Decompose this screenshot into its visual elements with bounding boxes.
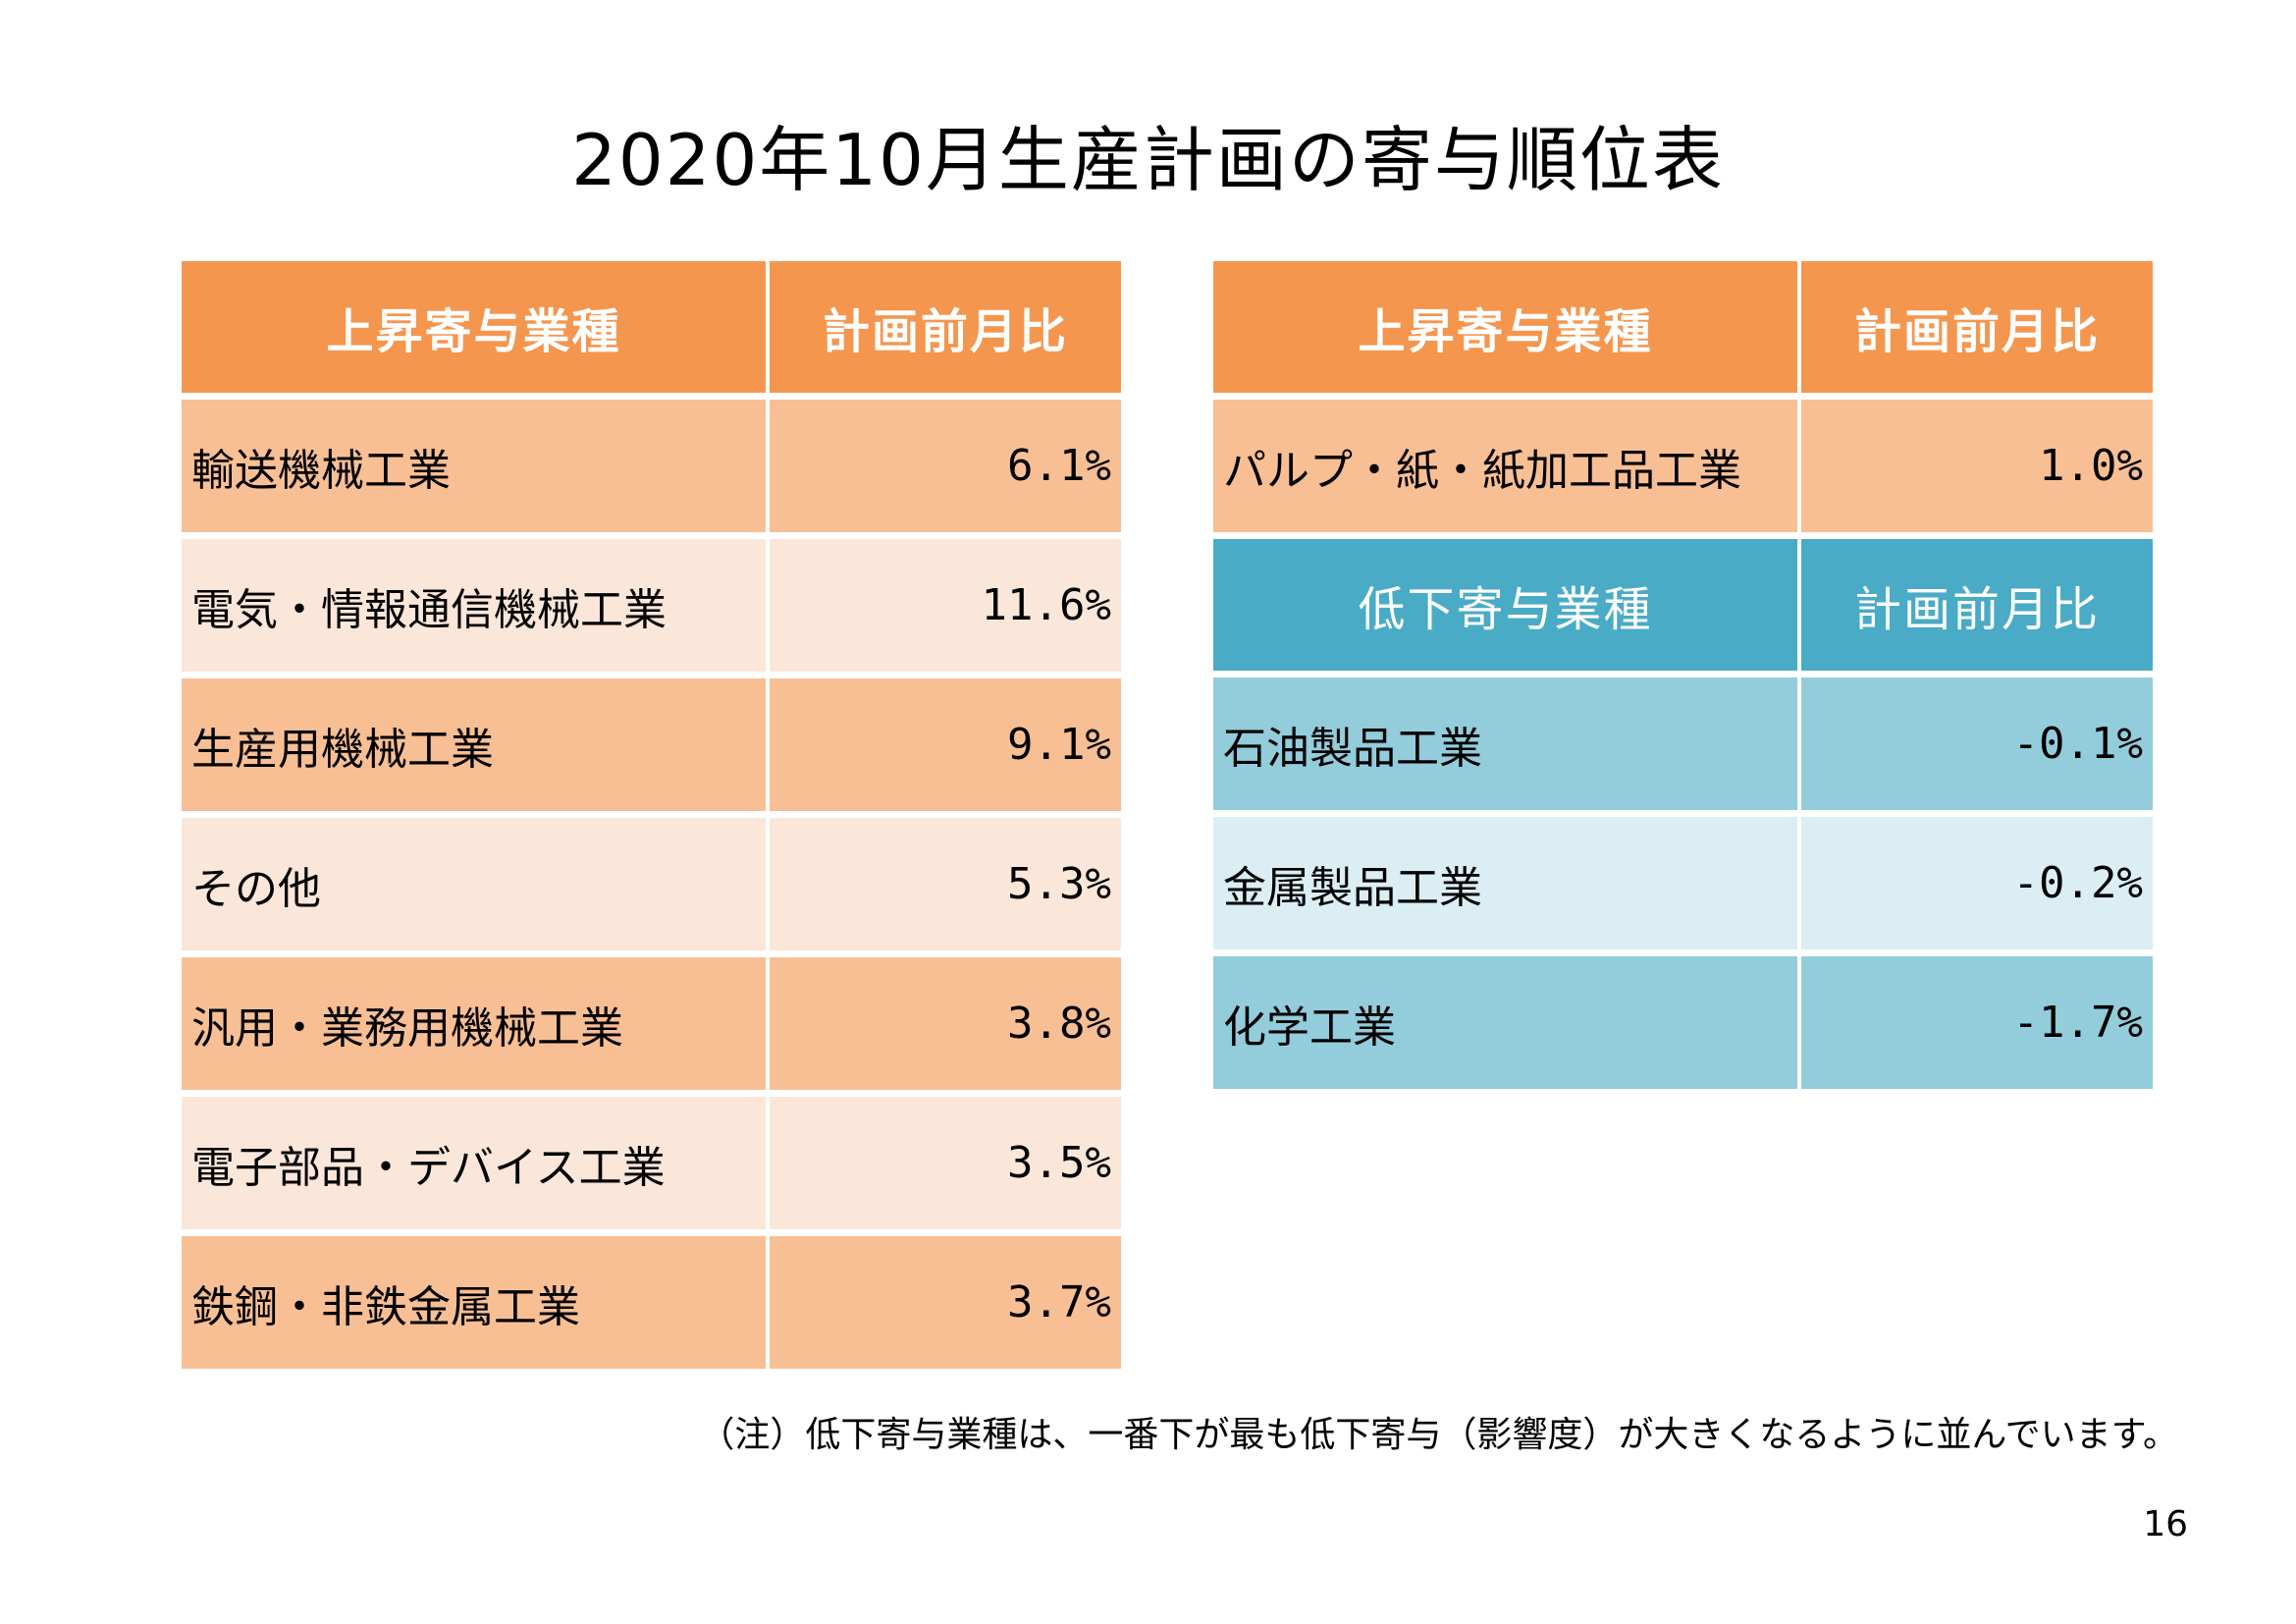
industry-name: 金属製品工業 <box>1213 817 1797 949</box>
table-row: その他 5.3% <box>182 818 1121 950</box>
table-row: 輸送機械工業 6.1% <box>182 400 1121 532</box>
industry-name: その他 <box>182 818 766 950</box>
industry-name: 石油製品工業 <box>1213 677 1797 810</box>
table-row: 鉄鋼・非鉄金属工業 3.7% <box>182 1236 1121 1369</box>
industry-name: 生産用機械工業 <box>182 678 766 811</box>
header-mom-ratio: 計画前月比 <box>770 261 1121 393</box>
table-row: パルプ・紙・紙加工品工業 1.0% <box>1213 400 2153 532</box>
mom-ratio-value: -0.2% <box>1801 817 2153 949</box>
header-industry: 上昇寄与業種 <box>1213 261 1797 393</box>
industry-name: 鉄鋼・非鉄金属工業 <box>182 1236 766 1369</box>
table-row: 石油製品工業 -0.1% <box>1213 677 2153 810</box>
header-industry: 上昇寄与業種 <box>182 261 766 393</box>
industry-name: 電気・情報通信機械工業 <box>182 539 766 672</box>
table-row: 電子部品・デバイス工業 3.5% <box>182 1097 1121 1229</box>
industry-name: 化学工業 <box>1213 956 1797 1089</box>
mom-ratio-value: 6.1% <box>770 400 1121 532</box>
mom-ratio-value: 5.3% <box>770 818 1121 950</box>
table-row: 電気・情報通信機械工業 11.6% <box>182 539 1121 672</box>
footnote: （注）低下寄与業種は、一番下が最も低下寄与（影響度）が大きくなるように並んでいま… <box>699 1415 2178 1455</box>
table-header-row: 上昇寄与業種 計画前月比 <box>182 261 1121 393</box>
header-mom-ratio: 計画前月比 <box>1801 261 2153 393</box>
industry-name: 電子部品・デバイス工業 <box>182 1097 766 1229</box>
table-row: 生産用機械工業 9.1% <box>182 678 1121 811</box>
mom-ratio-value: -0.1% <box>1801 677 2153 810</box>
mom-ratio-value: 3.8% <box>770 957 1121 1090</box>
fall-header-row: 低下寄与業種 計画前月比 <box>1213 539 2153 671</box>
industry-name: 輸送機械工業 <box>182 400 766 532</box>
rise-fall-contribution-table: 上昇寄与業種 計画前月比 パルプ・紙・紙加工品工業 1.0% 低下寄与業種 計画… <box>1209 254 2157 1096</box>
table-header-row: 上昇寄与業種 計画前月比 <box>1213 261 2153 393</box>
mom-ratio-value: 3.7% <box>770 1236 1121 1369</box>
table-row: 化学工業 -1.7% <box>1213 956 2153 1089</box>
table-row: 汎用・業務用機械工業 3.8% <box>182 957 1121 1090</box>
mom-ratio-value: 9.1% <box>770 678 1121 811</box>
table-row: 金属製品工業 -0.2% <box>1213 817 2153 949</box>
industry-name: 汎用・業務用機械工業 <box>182 957 766 1090</box>
mom-ratio-value: 1.0% <box>1801 400 2153 532</box>
header-fall-mom-ratio: 計画前月比 <box>1801 539 2153 671</box>
industry-name: パルプ・紙・紙加工品工業 <box>1213 400 1797 532</box>
page-title: 2020年10月生産計画の寄与順位表 <box>571 119 1725 201</box>
page-number: 16 <box>2143 1504 2188 1544</box>
mom-ratio-value: 3.5% <box>770 1097 1121 1229</box>
mom-ratio-value: -1.7% <box>1801 956 2153 1089</box>
mom-ratio-value: 11.6% <box>770 539 1121 672</box>
rise-contribution-table: 上昇寄与業種 計画前月比 輸送機械工業 6.1% 電気・情報通信機械工業 11.… <box>178 254 1125 1376</box>
header-fall-industry: 低下寄与業種 <box>1213 539 1797 671</box>
